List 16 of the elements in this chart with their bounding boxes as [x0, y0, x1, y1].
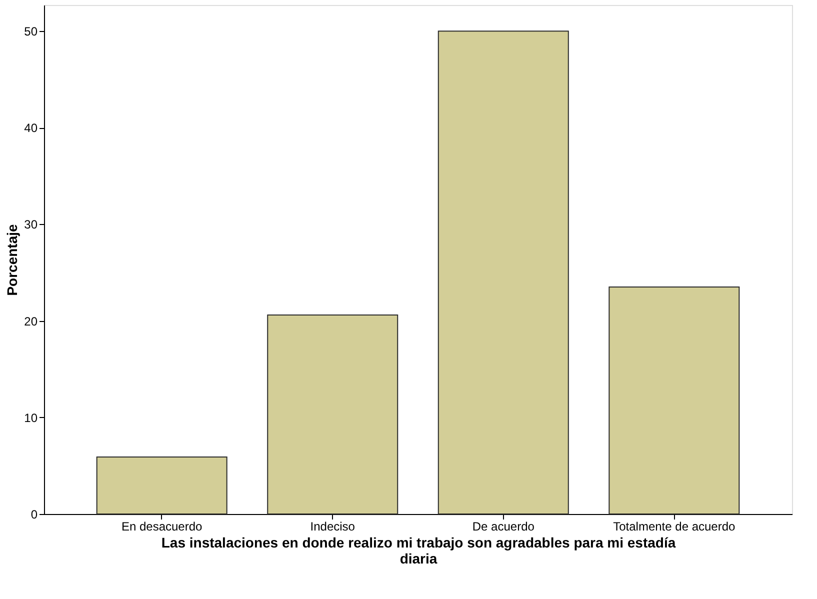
x-tick-label: Totalmente de acuerdo: [613, 520, 736, 534]
y-tick-label: 10: [24, 410, 38, 425]
y-tick-label: 30: [24, 218, 38, 232]
x-tick-label: De acuerdo: [472, 520, 535, 534]
x-tick-label: Indeciso: [310, 520, 356, 534]
y-tick-label: 20: [24, 314, 38, 328]
y-tick-label: 0: [30, 508, 38, 522]
y-tick-label: 50: [24, 24, 38, 39]
bar: [267, 314, 398, 514]
x-axis-title: Las instalaciones en donde realizo mi trabajo son agradables para mi estadía diaria: [161, 534, 676, 566]
bar: [608, 286, 740, 514]
y-axis-title: Porcentaje: [4, 224, 20, 296]
y-tick-label: 40: [24, 121, 38, 136]
bar: [96, 456, 228, 514]
x-tick-label: En desacuerdo: [121, 520, 203, 534]
bar: [438, 30, 569, 514]
